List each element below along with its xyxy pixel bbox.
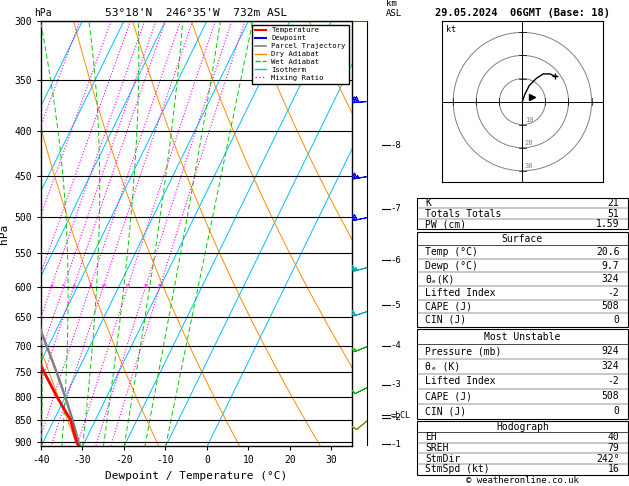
Text: CAPE (J): CAPE (J) [425,301,472,312]
Text: -2: -2 [608,377,620,386]
Text: 30: 30 [525,163,533,170]
Text: θₑ (K): θₑ (K) [425,362,460,371]
Text: 10: 10 [100,284,106,289]
Text: 10: 10 [525,117,533,123]
Text: Dewp (°C): Dewp (°C) [425,260,478,271]
X-axis label: Dewpoint / Temperature (°C): Dewpoint / Temperature (°C) [106,471,287,481]
Text: θₑ(K): θₑ(K) [425,274,455,284]
Text: 9.7: 9.7 [602,260,620,271]
Text: Totals Totals: Totals Totals [425,208,502,219]
Text: 53°18'N  246°35'W  732m ASL: 53°18'N 246°35'W 732m ASL [106,8,287,18]
Text: 29.05.2024  06GMT (Base: 18): 29.05.2024 06GMT (Base: 18) [435,8,610,18]
Text: -2: -2 [391,413,402,422]
Text: -3: -3 [391,380,402,389]
Text: 4: 4 [50,284,53,289]
Text: CAPE (J): CAPE (J) [425,391,472,401]
Text: Most Unstable: Most Unstable [484,331,560,342]
Text: © weatheronline.co.uk: © weatheronline.co.uk [466,476,579,485]
Text: hPa: hPa [35,8,52,18]
Text: Lifted Index: Lifted Index [425,377,496,386]
Text: km
ASL: km ASL [386,0,402,18]
Text: 324: 324 [602,362,620,371]
Text: -5: -5 [391,301,402,310]
Text: 25: 25 [157,284,163,289]
Text: 1.59: 1.59 [596,219,620,229]
Text: -7: -7 [391,205,402,213]
Text: Surface: Surface [502,234,543,243]
Text: K: K [425,198,431,208]
Text: 15: 15 [125,284,131,289]
Text: SREH: SREH [425,443,449,453]
Text: 40: 40 [608,433,620,442]
Text: Temp (°C): Temp (°C) [425,247,478,257]
Text: 0: 0 [613,315,620,325]
Text: 51: 51 [608,208,620,219]
Text: 79: 79 [608,443,620,453]
Y-axis label: hPa: hPa [0,224,9,243]
Text: 508: 508 [602,301,620,312]
Text: Hodograph: Hodograph [496,422,549,432]
Text: -1: -1 [391,439,402,449]
Text: CIN (J): CIN (J) [425,315,467,325]
Text: 20: 20 [525,140,533,146]
Text: -2: -2 [608,288,620,298]
Text: 924: 924 [602,347,620,357]
Text: 21: 21 [608,198,620,208]
Text: CIN (J): CIN (J) [425,406,467,417]
Text: 508: 508 [602,391,620,401]
Text: 20.6: 20.6 [596,247,620,257]
Text: kt: kt [447,25,456,35]
Text: 16: 16 [608,465,620,474]
Text: 6: 6 [72,284,75,289]
Text: -4: -4 [391,341,402,350]
Text: -6: -6 [391,256,402,264]
Text: StmSpd (kt): StmSpd (kt) [425,465,490,474]
Text: 0: 0 [613,406,620,417]
Text: 242°: 242° [596,454,620,464]
Text: 324: 324 [602,274,620,284]
Text: 20: 20 [143,284,149,289]
Text: StmDir: StmDir [425,454,460,464]
Text: 8: 8 [89,284,92,289]
Text: Lifted Index: Lifted Index [425,288,496,298]
Text: Pressure (mb): Pressure (mb) [425,347,502,357]
Legend: Temperature, Dewpoint, Parcel Trajectory, Dry Adiabat, Wet Adiabat, Isotherm, Mi: Temperature, Dewpoint, Parcel Trajectory… [252,24,348,84]
Text: PW (cm): PW (cm) [425,219,467,229]
Text: EH: EH [425,433,437,442]
Text: -8: -8 [391,141,402,150]
Text: 5: 5 [62,284,65,289]
Text: =LCL: =LCL [391,411,411,420]
